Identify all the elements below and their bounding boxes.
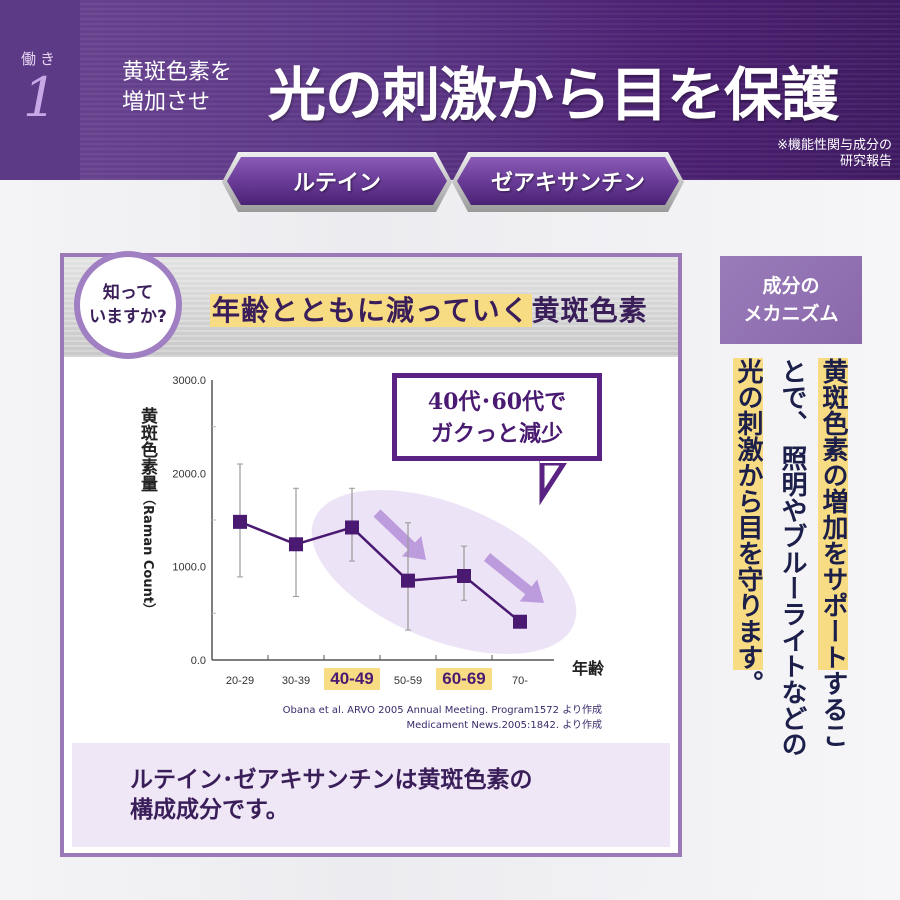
citation-line-1: Obana et al. ARVO 2005 Annual Meeting. P…	[282, 705, 602, 716]
summary-line-2: 構成成分です。	[130, 797, 289, 823]
x-tick-label: 70-	[512, 675, 528, 687]
tag-lutein-label: ルテイン	[227, 157, 447, 205]
col3-highlight: 光の刺激から目を守ります	[733, 358, 763, 670]
mechanism-col-3: 光の刺激から目を守ります。	[731, 358, 765, 696]
highlight-ellipse	[311, 489, 577, 655]
mechanism-col-2: とで、 照明やブルーライトなどの	[777, 358, 807, 758]
circle-line-1: 知って	[102, 283, 154, 303]
y-tick-label: 1000.0	[172, 562, 206, 574]
x-label-highlight	[324, 668, 380, 690]
y-tick-label: 2000.0	[172, 468, 206, 480]
summary-box: ルテイン･ゼアキサンチンは黄斑色素の 構成成分です。	[72, 743, 670, 847]
y-tick-label: 3000.0	[172, 375, 206, 387]
y-tick-label: 0.0	[191, 655, 206, 667]
x-label-highlight	[436, 668, 492, 690]
data-point-marker	[401, 573, 415, 588]
panel-title-highlight: 年齢とともに減っていく	[210, 294, 532, 327]
panel-title-rest: 黄斑色素	[531, 294, 648, 327]
callout-line-1: 40代･60代で	[427, 389, 567, 415]
col3-rest: 。	[733, 670, 763, 696]
x-tick-label: 40-49	[330, 669, 373, 688]
data-point-marker	[345, 520, 359, 535]
data-point-marker	[289, 537, 303, 552]
x-tick-label: 20-29	[226, 675, 254, 687]
decline-arrow-icon	[373, 509, 426, 560]
col1-highlight: 黄斑色素の増加をサポート	[818, 358, 848, 670]
subtitle-line-2: 増加させ	[122, 90, 211, 115]
badge-number: 1	[22, 66, 58, 129]
x-tick-label: 50-59	[394, 675, 422, 687]
header-banner	[0, 0, 900, 180]
y-axis-label: 黄斑色素量（Raman Count）	[137, 407, 157, 617]
mechanism-label: 成分の メカニズム	[720, 256, 862, 344]
summary-line-1: ルテイン･ゼアキサンチンは黄斑色素の	[130, 767, 533, 793]
mechanism-line-1: 成分の	[762, 275, 820, 297]
tag-zeaxanthin-label: ゼアキサンチン	[457, 157, 679, 205]
callout-bubble: 40代･60代で ガクっと減少	[392, 373, 602, 461]
line-chart: 0.0 1000.0 2000.0 3000.0 20-29 30-39 40-49 50-5…	[172, 375, 605, 690]
note-line-2: 研究報告	[839, 154, 892, 169]
badge-label: 働き	[20, 50, 59, 68]
callout-line-2: ガクっと減少	[430, 421, 563, 447]
header-subtitle: 黄斑色素を 増加させ	[122, 58, 232, 118]
subtitle-line-1: 黄斑色素を	[122, 60, 233, 85]
page-title: 光の刺激から目を保護	[268, 61, 839, 129]
x-axis-label: 年齢	[572, 659, 605, 678]
callout-tail	[539, 460, 569, 506]
citation: Obana et al. ARVO 2005 Annual Meeting. P…	[283, 703, 602, 733]
note-line-1: ※機能性関与成分の	[777, 138, 892, 153]
panel-title: 年齢とともに減っていく黄斑色素	[210, 289, 648, 329]
mechanism-col-1: 黄斑色素の増加をサポートするこ	[816, 358, 850, 748]
chart-panel: 知って いますか? 年齢とともに減っていく黄斑色素 黄斑色素量（Raman Co…	[60, 251, 682, 857]
x-tick-label: 60-69	[442, 669, 485, 688]
data-point-marker	[457, 569, 471, 583]
research-note: ※機能性関与成分の 研究報告	[777, 138, 892, 170]
series-line	[239, 520, 521, 623]
data-point-marker	[233, 514, 247, 529]
mechanism-line-2: メカニズム	[743, 303, 839, 325]
decline-arrow-icon	[483, 553, 544, 603]
x-tick-label: 30-39	[282, 675, 310, 687]
tag-lutein: ルテイン	[222, 152, 452, 212]
feature-badge: 働き 1	[0, 0, 80, 180]
did-you-know-circle: 知って いますか?	[74, 251, 182, 359]
tag-zeaxanthin: ゼアキサンチン	[452, 152, 684, 212]
data-point-marker	[513, 614, 527, 629]
circle-line-2: いますか?	[89, 307, 167, 327]
citation-line-2: Medicament News.2005:1842. より作成	[406, 720, 603, 731]
col1-rest: するこ	[818, 670, 848, 748]
